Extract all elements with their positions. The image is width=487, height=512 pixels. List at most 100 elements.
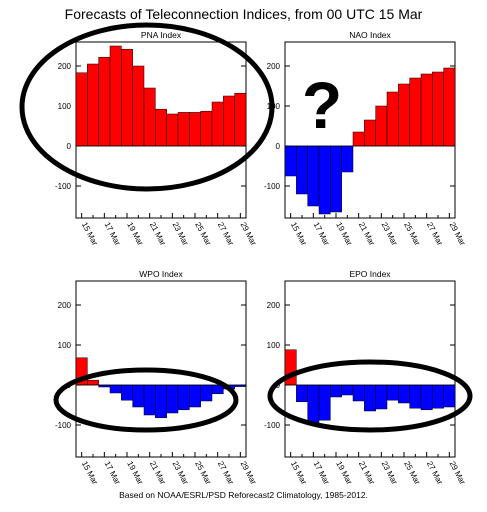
nao-xtick-label: 29 Mar [448, 221, 468, 248]
epo-bar [420, 384, 433, 411]
pna-xtick-label: 29 Mar [239, 221, 259, 248]
epo-bar [307, 384, 320, 426]
wpo-xtick-label: 15 Mar [80, 460, 100, 487]
nao-bar [409, 77, 422, 147]
wpo-bar [166, 384, 179, 414]
nao-xtick-label: 15 Mar [289, 221, 309, 248]
nao-ytick-label: 200 [267, 62, 281, 71]
epo-title: EPO Index [349, 269, 391, 279]
epo-bar [352, 384, 365, 402]
epo-bar [330, 384, 342, 398]
nao-xtick-label: 23 Mar [380, 221, 400, 248]
nao-bar [432, 71, 444, 147]
wpo-xtick-label: 29 Mar [239, 460, 259, 487]
nao-bar [364, 119, 376, 147]
pna-ytick-label: 100 [58, 102, 72, 111]
wpo-xtick-label: 25 Mar [193, 460, 213, 487]
nao-question-mark: ? [302, 68, 342, 142]
nao-xtick-label: 27 Mar [425, 221, 445, 248]
pna-bar [189, 112, 201, 147]
epo-xtick-label: 27 Mar [425, 460, 445, 487]
nao-bar [296, 145, 308, 195]
epo-bar [386, 384, 399, 401]
pna-xtick-label: 25 Mar [193, 221, 213, 248]
nao-xtick-label: 25 Mar [402, 221, 422, 248]
wpo-bar [143, 384, 156, 416]
epo-bar [375, 384, 388, 410]
wpo-title: WPO Index [139, 269, 183, 279]
pna-bar [132, 65, 145, 147]
epo-bar [409, 384, 422, 409]
pna-bar [177, 112, 190, 147]
pna-bar [200, 110, 213, 147]
pna-bar [143, 87, 156, 147]
nao-bar [386, 91, 399, 147]
epo-xtick-label: 21 Mar [357, 460, 377, 487]
wpo-highlight-ellipse [53, 367, 239, 433]
epo-ytick-label: 200 [267, 301, 281, 310]
pna-ytick-label: 200 [58, 62, 72, 71]
pna-panel: PNA Index -100 0 100 200 15 Mar 17 Mar 19 Mar 21… [55, 30, 258, 247]
pna-bar [109, 45, 122, 147]
epo-bar [341, 384, 354, 396]
pna-bar [155, 108, 167, 147]
pna-bar [166, 113, 179, 147]
pna-xtick-label: 15 Mar [80, 221, 100, 248]
wpo-xtick-label: 23 Mar [171, 460, 191, 487]
nao-bar [420, 73, 433, 147]
wpo-bar [155, 384, 167, 419]
wpo-bar [109, 384, 122, 394]
epo-xtick-label: 17 Mar [312, 460, 332, 487]
nao-bar [398, 83, 410, 147]
wpo-bar [132, 384, 145, 408]
pna-bar [223, 95, 235, 147]
nao-bar [375, 105, 388, 147]
nao-bar [318, 145, 331, 215]
nao-xtick-label: 17 Mar [312, 221, 332, 248]
wpo-ytick-label: -100 [55, 421, 72, 430]
epo-xtick-label: 29 Mar [448, 460, 468, 487]
nao-bar [352, 131, 365, 147]
epo-bar [443, 384, 456, 408]
pna-bar [87, 63, 99, 147]
wpo-bar [87, 379, 99, 386]
nao-bar [284, 145, 297, 177]
pna-bar [211, 101, 224, 147]
epo-bar [296, 384, 308, 403]
epo-xtick-label: 15 Mar [289, 460, 309, 487]
pna-xtick-label: 17 Mar [103, 221, 123, 248]
wpo-ytick-label: 100 [58, 341, 72, 350]
pna-bar [121, 48, 133, 147]
nao-bar [330, 145, 342, 213]
epo-highlight-ellipse [267, 359, 473, 433]
nao-bar [341, 145, 354, 173]
epo-bar [364, 384, 376, 412]
nao-title: NAO Index [349, 30, 391, 40]
pna-xtick-label: 23 Mar [171, 221, 191, 248]
epo-ytick-label: 100 [267, 341, 281, 350]
wpo-bar [177, 384, 190, 411]
wpo-bar [200, 384, 213, 402]
wpo-xtick-label: 27 Mar [216, 460, 236, 487]
figure-footer: Based on NOAA/ESRL/PSD Reforecast2 Clima… [119, 490, 368, 500]
pna-title: PNA Index [141, 30, 182, 40]
epo-xtick-label: 19 Mar [334, 460, 354, 487]
nao-bar [443, 67, 456, 147]
pna-ytick-label: 0 [67, 142, 72, 151]
wpo-xtick-label: 17 Mar [103, 460, 123, 487]
epo-ytick-label: -100 [264, 421, 281, 430]
wpo-xtick-label: 19 Mar [125, 460, 145, 487]
wpo-bar [121, 384, 133, 401]
epo-bar [398, 384, 410, 404]
nao-ytick-label: -100 [264, 182, 281, 191]
pna-xtick-label: 27 Mar [216, 221, 236, 248]
figure-title: Forecasts of Teleconnection Indices, fro… [64, 6, 423, 22]
nao-xtick-label: 19 Mar [334, 221, 354, 248]
pna-bar [75, 72, 88, 147]
pna-bar [234, 92, 247, 147]
wpo-ytick-label: 200 [58, 301, 72, 310]
epo-xtick-label: 23 Mar [380, 460, 400, 487]
